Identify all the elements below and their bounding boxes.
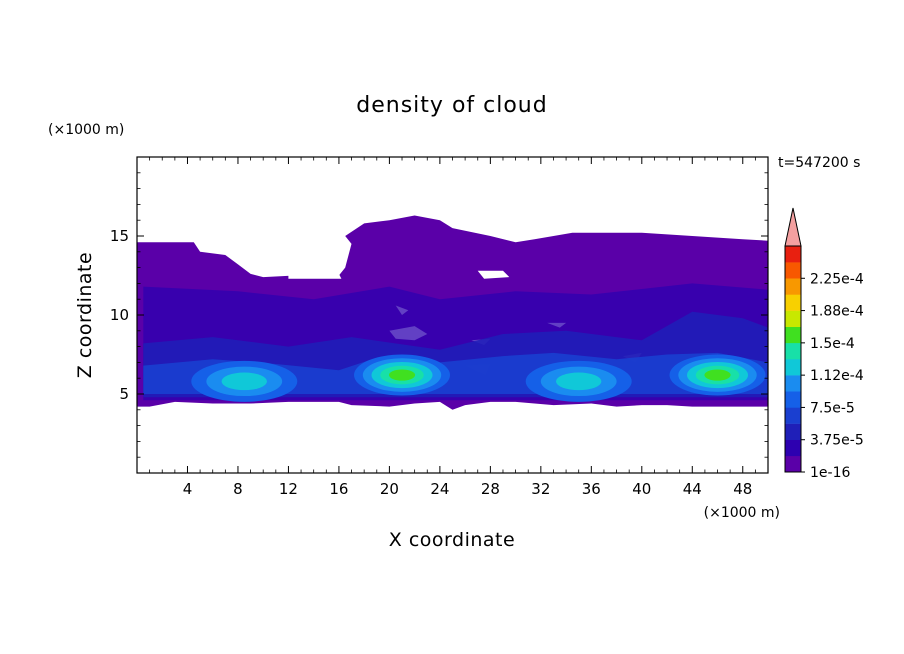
x-tick-label: 44	[683, 480, 702, 498]
colorbar-extend-arrow	[784, 207, 802, 247]
colorbar-swatch	[785, 342, 801, 360]
colorbar-swatch	[785, 326, 801, 344]
core-level-6	[221, 372, 267, 391]
colorbar-swatch	[785, 439, 801, 457]
y-tick-label: 5	[119, 385, 129, 403]
x-tick-label: 12	[279, 480, 298, 498]
core-level-8	[388, 369, 416, 381]
x-tick-label: 16	[329, 480, 348, 498]
time-label: t=547200 s	[778, 155, 860, 171]
colorbar-swatch	[785, 423, 801, 440]
colorbar-label: 7.5e-5	[810, 400, 855, 416]
y-unit-label: (×1000 m)	[48, 122, 124, 138]
colorbar-swatch	[785, 278, 801, 295]
cloud-core	[669, 354, 766, 396]
y-tick-label: 10	[110, 306, 129, 324]
x-tick-label: 28	[481, 480, 500, 498]
chart-title: density of cloud	[356, 93, 547, 118]
x-tick-label: 4	[183, 480, 193, 498]
colorbar-swatch	[785, 359, 801, 376]
colorbar: 1e-16 3.75e-5 7.5e-5 1.12e-4 1.5e-4 1.88e-4 2.…	[784, 207, 864, 481]
x-tick-label: 8	[233, 480, 243, 498]
colorbar-label: 1e-16	[810, 465, 850, 481]
clear-air-gap	[288, 273, 342, 279]
colorbar-swatch	[785, 407, 801, 424]
colorbar-label: 2.25e-4	[810, 271, 864, 287]
cloud-field	[137, 215, 768, 410]
colorbar-label: 1.88e-4	[810, 304, 864, 320]
colorbar-label: 1.5e-4	[810, 336, 855, 352]
x-tick-label: 48	[733, 480, 752, 498]
x-tick-label: 40	[632, 480, 651, 498]
colorbar-swatch	[785, 294, 801, 311]
colorbar-frame	[784, 245, 802, 473]
core-level-8	[704, 369, 731, 381]
x-axis-title: X coordinate	[389, 529, 515, 551]
x-tick-label: 32	[531, 480, 550, 498]
x-unit-label: (×1000 m)	[704, 505, 780, 521]
colorbar-swatch	[785, 246, 801, 263]
colorbar-swatch	[785, 375, 801, 392]
y-axis-title: Z coordinate	[74, 252, 96, 378]
core-level-6	[556, 372, 602, 391]
x-axis: 4 8 12 16 20 24 28 32 36 40 44 48	[149, 157, 756, 498]
cloud-core	[191, 360, 298, 402]
colorbar-swatch	[785, 310, 801, 327]
cloud-core	[525, 360, 632, 402]
y-axis: 5 10 15	[110, 172, 768, 458]
colorbar-label: 3.75e-5	[810, 433, 864, 449]
x-tick-label: 20	[380, 480, 399, 498]
colorbar-swatch	[785, 455, 801, 473]
x-tick-label: 24	[430, 480, 449, 498]
clear-air-gap	[477, 270, 510, 279]
colorbar-swatch	[785, 262, 801, 279]
x-tick-label: 36	[582, 480, 601, 498]
cloud-core	[354, 354, 451, 396]
colorbar-swatch	[785, 391, 801, 408]
colorbar-label: 1.12e-4	[810, 368, 864, 384]
y-tick-label: 15	[110, 227, 129, 245]
